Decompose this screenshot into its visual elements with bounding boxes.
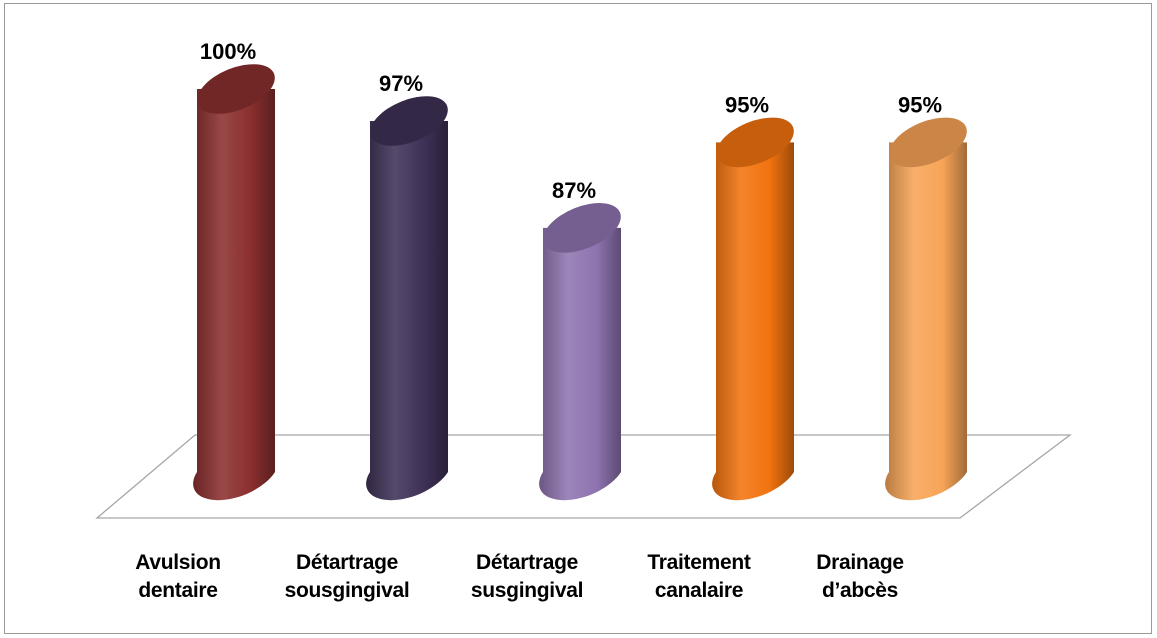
value-label-3: 87% xyxy=(552,178,596,203)
category-label-line: susgingival xyxy=(470,579,584,602)
category-label-line: d’abcès xyxy=(821,579,899,602)
bar-3: 87% xyxy=(539,178,621,501)
category-label-line: Drainage xyxy=(816,551,904,574)
bar-1: 100% xyxy=(193,39,275,501)
category-label-1: Avulsion dentaire xyxy=(93,549,263,605)
category-label-2: Détartrage sousgingival xyxy=(262,549,432,605)
bar-body-2 xyxy=(366,121,448,501)
category-label-line: Traitement xyxy=(647,551,751,574)
bar-top-3 xyxy=(543,203,621,253)
bar-body-4 xyxy=(712,142,794,501)
value-label-4: 95% xyxy=(725,92,769,117)
category-label-3: Détartrage susgingival xyxy=(442,549,612,605)
bar-body-1 xyxy=(193,89,275,501)
category-label-line: dentaire xyxy=(138,579,218,602)
category-label-line: Avulsion xyxy=(135,551,221,574)
bar-top-4 xyxy=(716,117,794,168)
bar-top-1 xyxy=(197,64,275,114)
value-label-5: 95% xyxy=(898,92,942,117)
category-label-line: canalaire xyxy=(654,579,744,602)
bar-body-3 xyxy=(539,227,621,501)
category-label-5: Drainage d’abcès xyxy=(775,549,945,605)
bar-top-2 xyxy=(370,96,448,146)
value-label-1: 100% xyxy=(200,39,256,64)
category-label-4: Traitement canalaire xyxy=(614,549,784,605)
bar-top-5 xyxy=(889,117,967,168)
category-label-line: Détartrage xyxy=(475,551,579,574)
category-label-line: sousgingival xyxy=(284,579,410,602)
category-label-line: Détartrage xyxy=(295,551,399,574)
bar-body-5 xyxy=(885,142,967,501)
value-label-2: 97% xyxy=(379,71,423,96)
bar-2: 97% xyxy=(366,71,448,501)
bar-5: 95% xyxy=(885,92,967,501)
bar-4: 95% xyxy=(712,92,794,501)
